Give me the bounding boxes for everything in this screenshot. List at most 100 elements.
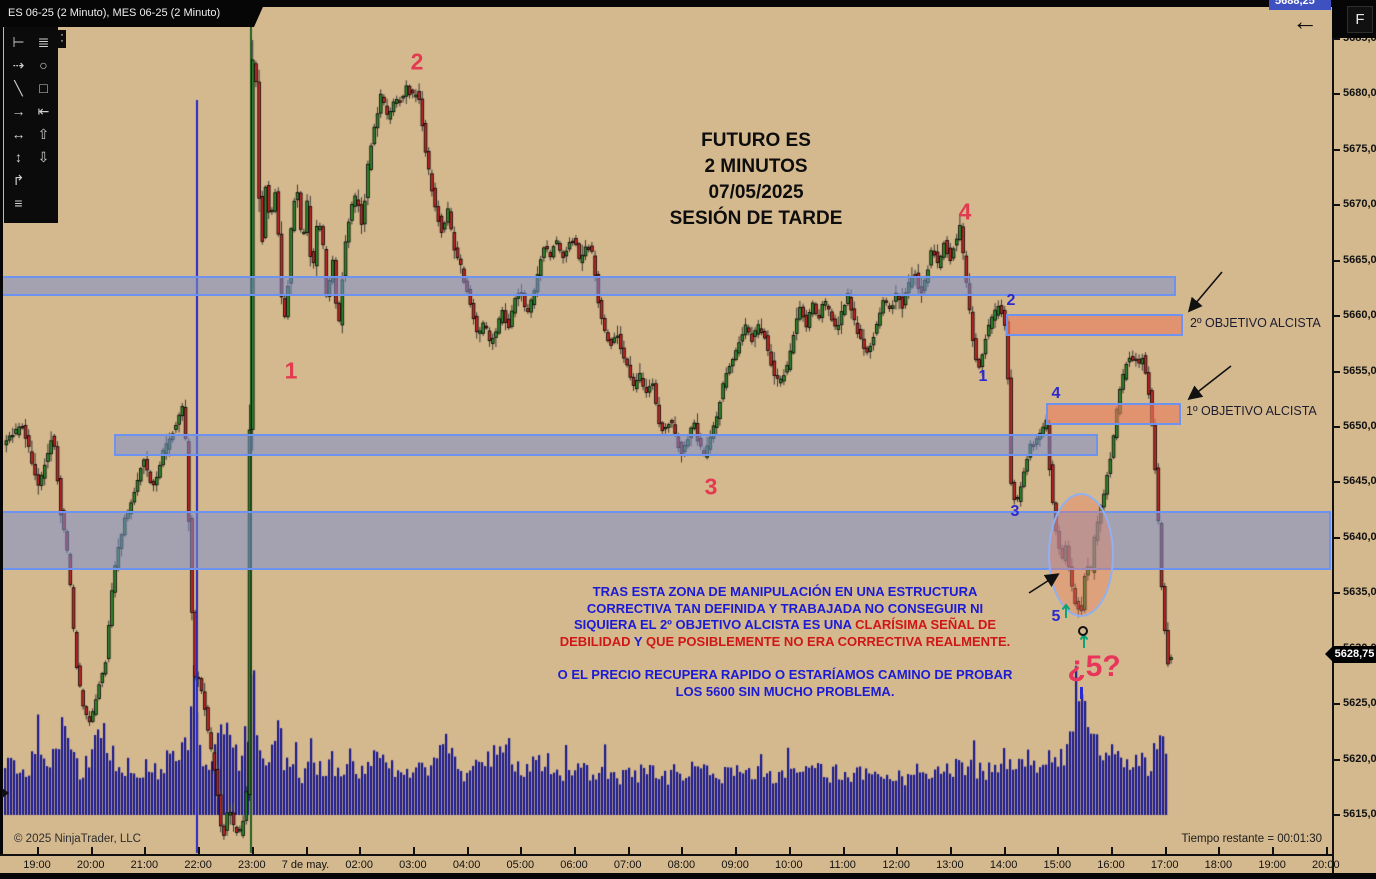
left-border-strip [0, 0, 3, 873]
price-tick-mark [1334, 204, 1340, 207]
anchored-arrow-tool-icon[interactable]: ⇤ [37, 103, 50, 119]
horizontal-measure-tool-icon[interactable]: ↔ [11, 126, 26, 142]
price-tick-label: 5670,00 [1343, 198, 1376, 211]
ellipse-tool-icon[interactable]: ○ [39, 57, 48, 73]
manipulation-zone-rect[interactable] [0, 511, 1331, 570]
time-tick-label: 19:00 [1258, 859, 1286, 871]
time-tick-label: 11:00 [829, 859, 856, 871]
time-tick-mark [1003, 847, 1006, 855]
analysis-paragraph-1[interactable]: TRAS ESTA ZONA DE MANIPULACIÓN EN UNA ES… [559, 584, 1011, 649]
price-tick-mark [1334, 758, 1340, 761]
time-tick-mark [574, 847, 576, 855]
time-tick-label: 06:00 [560, 859, 588, 871]
wave-label-blue-1[interactable]: 1 [978, 368, 988, 385]
chart-title-annotation[interactable]: FUTURO ES 2 MINUTOS 07/05/2025 SESIÓN DE TA… [669, 130, 843, 229]
chart-tab-title: ES 06-25 (2 Minuto), MES 06-25 (2 Minuto… [8, 7, 221, 19]
last-price-tag: 5628,75 [1333, 646, 1376, 663]
entry-circle-marker[interactable] [1078, 626, 1088, 636]
price-tick-mark [1334, 481, 1340, 484]
price-tick-label: 5620,00 [1343, 752, 1376, 765]
left-arrow-annotation[interactable]: ← [1292, 6, 1318, 36]
toolbar-drag-handle[interactable]: ▪ ▪ [58, 30, 66, 48]
price-tick-mark [1334, 370, 1340, 373]
menu-lines-icon[interactable]: ≡ [14, 195, 23, 211]
time-tick-label: 13:00 [936, 859, 964, 871]
time-tick-mark [251, 847, 254, 855]
vertical-measure-tool-icon[interactable]: ↕ [15, 149, 22, 165]
rectangle-tool-icon[interactable]: □ [39, 80, 48, 96]
text-note-tool-icon[interactable]: ≣ [37, 34, 50, 50]
time-tick-mark [466, 847, 469, 855]
price-tick-mark [1334, 259, 1340, 262]
time-tick-label: 7 de may. [281, 859, 330, 871]
target-1-label[interactable]: 1º OBJETIVO ALCISTA [1186, 404, 1317, 418]
time-tick-label: 15:00 [1043, 859, 1072, 871]
time-tick-mark [520, 847, 523, 855]
supply-zone-upper-rect[interactable] [0, 276, 1176, 296]
arrow-down-tool-icon[interactable]: ⇩ [37, 149, 50, 165]
target-2-label[interactable]: 2º OBJETIVO ALCISTA [1190, 316, 1321, 330]
left-edge-marker-icon [2, 788, 9, 798]
path-tool-icon[interactable]: ↱ [12, 172, 25, 188]
time-tick-label: 04:00 [452, 859, 481, 871]
manipulation-ellipse[interactable] [1048, 493, 1114, 617]
wave-label-blue-2[interactable]: 2 [1006, 292, 1016, 309]
time-tick-mark [842, 847, 845, 855]
time-tick-label: 14:00 [989, 859, 1018, 871]
target-1-rect[interactable] [1046, 403, 1181, 425]
time-axis[interactable]: 19:00 20:00 21:00 22:00 23:00 7 de may. 02:00 0… [0, 847, 1340, 873]
time-tick-mark [627, 847, 630, 855]
price-tick-label: 5635,00 [1343, 586, 1376, 599]
time-tick-mark [198, 847, 201, 855]
arrow-up-tool-icon[interactable]: ⇧ [37, 126, 50, 142]
price-tick-label: 5680,00 [1343, 87, 1376, 100]
extended-line-tool-icon[interactable]: ⇢ [12, 57, 25, 73]
time-tick-label: 18:00 [1204, 859, 1233, 871]
analysis-paragraph-2[interactable]: O EL PRECIO RECUPERA RAPIDO O ESTARÍAMOS… [557, 667, 1013, 699]
segment-tool-icon[interactable]: ⊢ [12, 34, 25, 50]
price-tick-label: 5655,00 [1343, 364, 1376, 377]
time-tick-label: 09:00 [721, 859, 749, 871]
price-tick-label: 5660,00 [1343, 309, 1376, 322]
time-tick-mark [305, 847, 308, 855]
last-price-tag-tip [1325, 646, 1333, 662]
price-tick-label: 5675,00 [1343, 142, 1376, 155]
time-tick-label: 03:00 [399, 859, 427, 871]
trend-line-tool-icon[interactable]: ╲ [14, 80, 23, 96]
time-tick-mark [1325, 847, 1328, 855]
price-tick-label: 5625,00 [1343, 697, 1376, 710]
price-tick-label: 5650,00 [1343, 420, 1376, 432]
time-tick-label: 21:00 [130, 859, 159, 871]
wave-label-red-4[interactable]: 4 [958, 198, 972, 225]
price-tick-mark [1334, 536, 1340, 539]
time-tick-label: 19:00 [23, 859, 51, 871]
price-tick-mark [1334, 93, 1340, 96]
top-border-strip [0, 0, 1376, 7]
price-axis[interactable]: 5685,005680,005675,005670,005665,005660,… [1332, 7, 1376, 873]
wave-label-blue-5[interactable]: 5 [1051, 608, 1061, 625]
arrow-line-tool-icon[interactable]: → [11, 103, 26, 119]
price-tick-mark [1334, 592, 1340, 595]
wave-label-blue-3[interactable]: 3 [1010, 503, 1020, 520]
chart-tab[interactable]: ES 06-25 (2 Minuto), MES 06-25 (2 Minuto… [0, 0, 266, 27]
price-tick-label: 5665,00 [1343, 253, 1376, 266]
time-tick-label: 12:00 [882, 859, 910, 871]
time-tick-mark [788, 847, 791, 855]
time-tick-mark [681, 847, 684, 855]
time-tick-label: 07:00 [613, 859, 642, 871]
price-tick-mark [1334, 814, 1340, 817]
target-2-rect[interactable] [1006, 314, 1183, 336]
wave-label-red-1[interactable]: 1 [284, 357, 298, 384]
time-tick-label: 02:00 [345, 859, 373, 871]
wave-label-blue-4[interactable]: 4 [1051, 385, 1061, 402]
price-tick-mark [1334, 38, 1340, 40]
corner-button-f[interactable]: F [1347, 6, 1373, 33]
time-remaining-label: Tiempo restante = 00:01:30 [1181, 833, 1322, 845]
question-five-label[interactable]: ¿5? [1067, 650, 1121, 683]
wave-label-red-3[interactable]: 3 [704, 473, 718, 500]
mid-support-zone-rect[interactable] [114, 434, 1098, 456]
time-tick-mark [1111, 847, 1113, 855]
time-tick-label: 17:00 [1150, 859, 1179, 871]
wave-label-red-2[interactable]: 2 [410, 48, 424, 75]
